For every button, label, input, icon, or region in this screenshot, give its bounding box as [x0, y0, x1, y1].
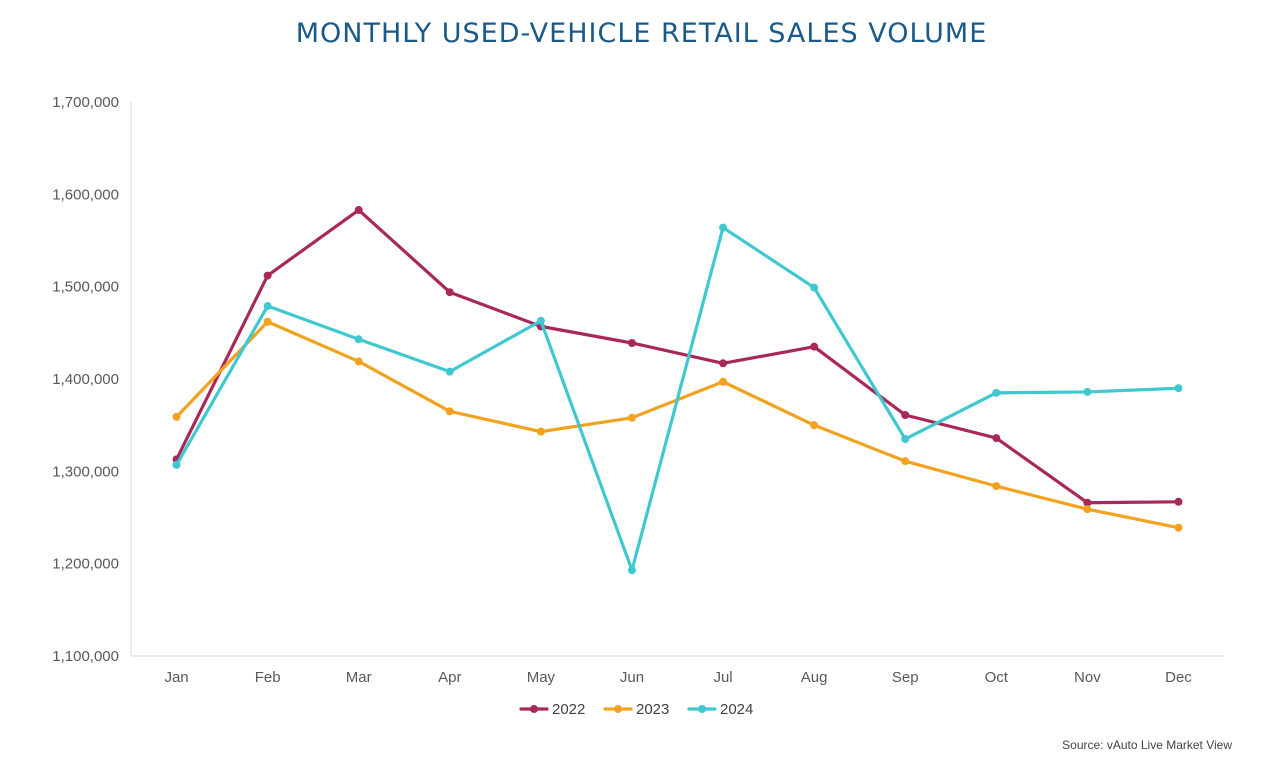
y-axis-labels: 1,100,000 1,200,000 1,300,000 1,400,000 1,50… — [52, 94, 119, 665]
x-tick-label: Apr — [438, 669, 461, 686]
x-tick-label: Jan — [164, 669, 188, 686]
x-tick-label: Dec — [1165, 669, 1192, 686]
data-point-2023 — [172, 412, 181, 421]
data-point-2023 — [719, 377, 728, 386]
x-tick-label: Nov — [1074, 669, 1101, 686]
chart-title: MONTHLY USED-VEHICLE RETAIL SALES VOLUME — [295, 18, 988, 49]
data-point-2022 — [810, 342, 819, 351]
data-point-2024 — [719, 223, 728, 232]
series-2023 — [172, 317, 1183, 532]
chart-axes — [130, 102, 1224, 657]
legend-label: 2023 — [636, 701, 669, 718]
y-tick-label: 1,600,000 — [52, 186, 119, 203]
y-tick-label: 1,100,000 — [52, 648, 119, 665]
x-tick-label: May — [527, 669, 556, 686]
data-point-2024 — [627, 566, 636, 575]
data-point-2024 — [1083, 387, 1092, 396]
data-point-2023 — [263, 317, 272, 326]
legend-swatch-marker — [698, 705, 706, 713]
data-point-2024 — [445, 367, 454, 376]
data-point-2023 — [354, 357, 363, 366]
y-tick-label: 1,700,000 — [52, 94, 119, 111]
data-point-2023 — [445, 407, 454, 416]
legend-item-2023: 2023 — [603, 701, 669, 718]
data-point-2023 — [1174, 523, 1183, 532]
legend-item-2022: 2022 — [519, 701, 585, 718]
data-point-2022 — [354, 206, 363, 215]
y-tick-label: 1,200,000 — [52, 556, 119, 573]
data-point-2022 — [719, 359, 728, 368]
x-tick-label: Aug — [801, 669, 828, 686]
data-point-2023 — [627, 413, 636, 422]
data-point-2024 — [354, 335, 363, 344]
data-point-2024 — [172, 460, 181, 469]
data-point-2022 — [1174, 497, 1183, 506]
x-tick-label: Sep — [892, 669, 919, 686]
data-point-2022 — [445, 288, 454, 297]
y-tick-label: 1,300,000 — [52, 463, 119, 480]
data-point-2023 — [1083, 505, 1092, 514]
legend-swatch-marker — [614, 705, 622, 713]
series-line-2024 — [174, 225, 1181, 572]
x-tick-label: Feb — [255, 669, 281, 686]
source-note: Source: vAuto Live Market View — [1062, 738, 1232, 752]
series-2022 — [172, 206, 1183, 507]
legend: 2022 2023 2024 — [519, 701, 753, 718]
data-point-2024 — [810, 283, 819, 292]
data-point-2022 — [992, 434, 1001, 443]
data-point-2023 — [810, 421, 819, 430]
y-tick-label: 1,400,000 — [52, 371, 119, 388]
series-2024 — [172, 223, 1183, 575]
series-lines — [172, 206, 1183, 575]
data-point-2022 — [263, 271, 272, 280]
series-line-2022 — [174, 208, 1181, 505]
legend-swatch-marker — [530, 705, 538, 713]
x-axis-labels: Jan Feb Mar Apr May Jun Jul Aug Sep Oct Nov Dec — [164, 669, 1192, 686]
x-tick-label: Mar — [346, 669, 372, 686]
x-tick-label: Oct — [985, 669, 1009, 686]
y-tick-label: 1,500,000 — [52, 279, 119, 296]
x-tick-label: Jun — [620, 669, 644, 686]
legend-item-2024: 2024 — [687, 701, 753, 718]
legend-label: 2024 — [720, 701, 753, 718]
data-point-2024 — [901, 435, 910, 444]
data-point-2023 — [901, 457, 910, 466]
data-point-2024 — [263, 302, 272, 311]
data-point-2024 — [536, 316, 545, 325]
data-point-2024 — [992, 388, 1001, 397]
data-point-2022 — [627, 338, 636, 347]
data-point-2023 — [992, 482, 1001, 491]
legend-label: 2022 — [552, 701, 585, 718]
data-point-2022 — [1083, 498, 1092, 507]
data-point-2023 — [536, 427, 545, 436]
x-tick-label: Jul — [713, 669, 732, 686]
data-point-2022 — [901, 411, 910, 420]
data-point-2024 — [1174, 384, 1183, 393]
